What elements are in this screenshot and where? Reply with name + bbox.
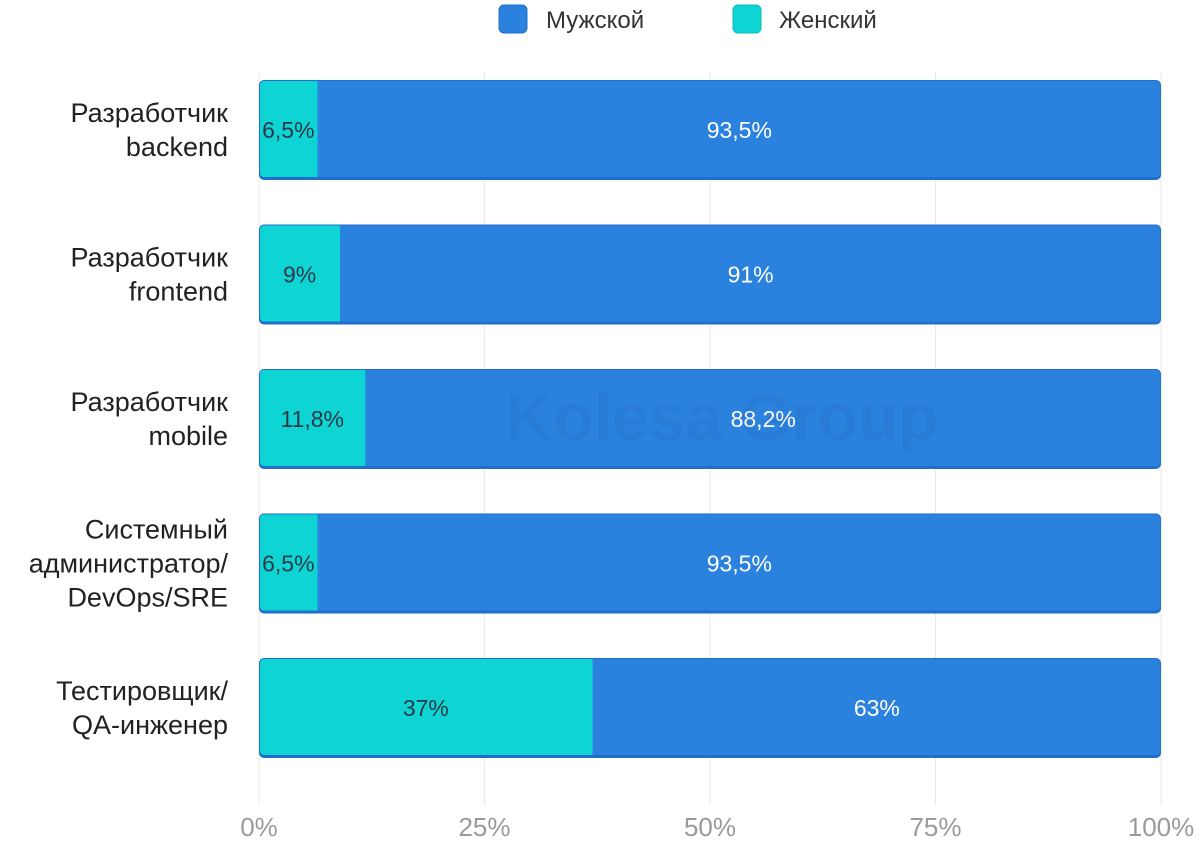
bar-segment-male — [317, 81, 1160, 177]
x-tick-label: 0% — [240, 812, 278, 842]
bar-segment-join — [317, 514, 323, 611]
category-label: Тестировщик/QA-инженер — [56, 676, 228, 740]
data-label: 63% — [854, 695, 900, 721]
bar-segment-female — [260, 370, 366, 466]
category-label: Разработчик frontend — [71, 243, 229, 307]
bar-segment-join — [340, 225, 346, 322]
category-label-line: администратор/ — [29, 549, 229, 579]
x-tick-label: 50% — [684, 812, 736, 842]
bars — [259, 80, 1161, 758]
bar-segment-male — [317, 514, 1160, 611]
legend-label: Женский — [779, 7, 877, 34]
category-label-line: Тестировщик/ — [56, 676, 228, 706]
bar-segment-male — [340, 225, 1160, 322]
bar-segment-male — [592, 659, 1160, 755]
category-label-line: frontend — [129, 277, 228, 307]
data-label: 93,5% — [707, 551, 772, 577]
bar-segment-join — [312, 514, 318, 611]
x-axis-ticks: 0% 25% 50% 75% 100% — [240, 812, 1194, 842]
category-label-line: Системный — [85, 515, 228, 545]
watermark-text: Kolesa Group — [506, 380, 939, 454]
x-tick-label: 75% — [909, 812, 961, 842]
legend-swatch — [732, 4, 762, 34]
bar-segment-female — [260, 514, 318, 611]
category-label-line: DevOps/SRE — [67, 583, 228, 613]
bar-segment-join — [317, 81, 323, 177]
legend-label: Мужской — [546, 7, 644, 34]
bar-segment-female — [260, 81, 318, 177]
category-label: Разработчик mobile — [71, 387, 229, 451]
category-label: Разработчик backend — [71, 98, 229, 162]
data-label: 93,5% — [707, 117, 772, 143]
bar-segment-join — [360, 370, 366, 466]
bar-segment-join — [587, 659, 593, 755]
category-label: Системный администратор/DevOps/SRE — [29, 515, 229, 613]
bar-segment-join — [592, 659, 598, 755]
bar-segment-female — [260, 225, 341, 322]
data-label: 11,8% — [280, 406, 344, 432]
category-label-line: Разработчик — [71, 387, 229, 417]
category-label-line: QA-инженер — [72, 710, 228, 740]
x-tick-label: 100% — [1128, 812, 1195, 842]
bar-segment-join — [365, 370, 371, 466]
data-label: 88,2% — [731, 406, 796, 432]
legend-swatch — [498, 4, 528, 34]
category-label-line: mobile — [148, 421, 228, 451]
bar-segment-female — [260, 659, 593, 755]
x-tick-label: 25% — [458, 812, 510, 842]
category-label-line: Разработчик — [71, 243, 229, 273]
bar-segment-male — [365, 370, 1160, 466]
category-label-line: Разработчик — [71, 98, 229, 128]
category-label-line: backend — [126, 132, 228, 162]
data-label: 9% — [283, 262, 316, 288]
bar-segment-join — [312, 81, 318, 177]
data-label: 91% — [728, 262, 774, 288]
data-label: 6,5% — [262, 117, 314, 143]
data-label: 6,5% — [262, 551, 314, 577]
data-label: 37% — [403, 695, 449, 721]
watermark-layer: Kolesa Group — [506, 380, 939, 454]
legend: Мужской Женский — [498, 4, 877, 34]
bar-segment-join — [335, 225, 341, 322]
data-labels: 6,5% 93,5% 9% 91% 11,8% 88,2% 6,5% 93,5% 37% 63% — [262, 117, 900, 721]
